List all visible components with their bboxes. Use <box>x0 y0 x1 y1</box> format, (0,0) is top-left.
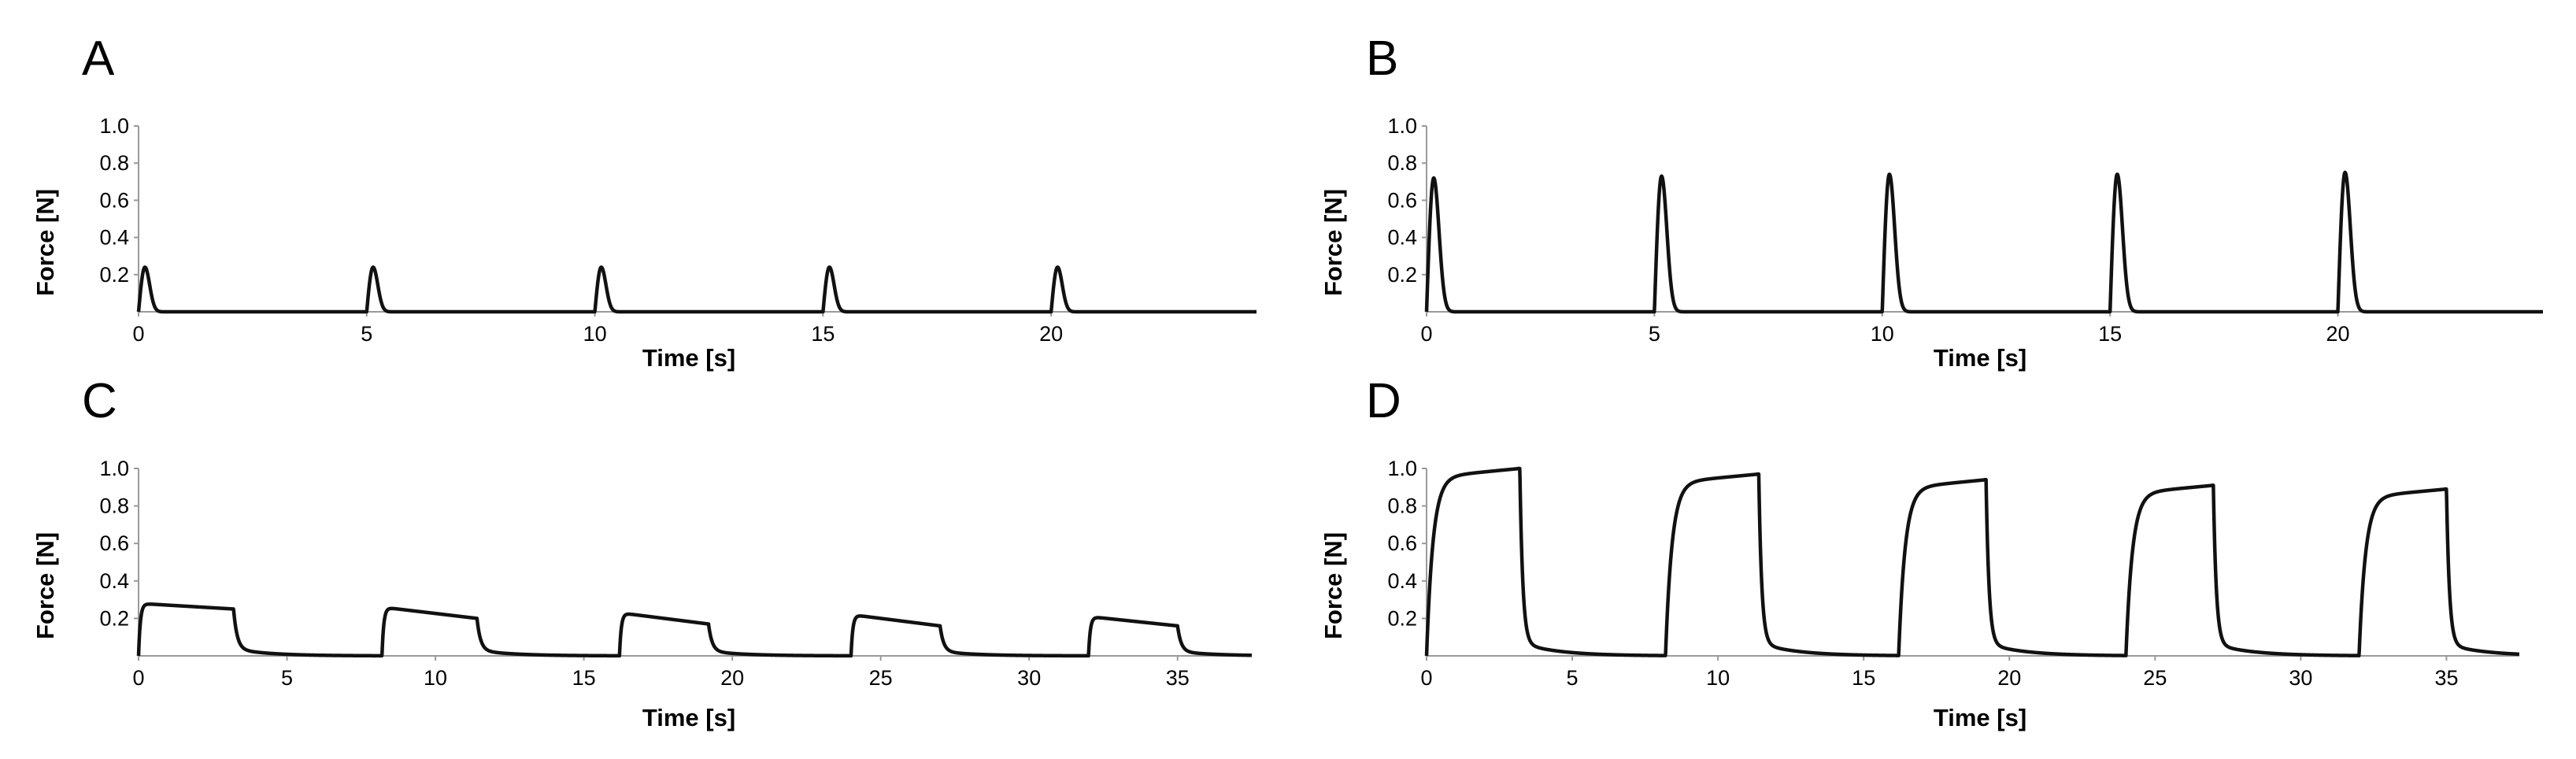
y-axis-title: Force [N] <box>31 189 59 296</box>
x-tick-label: 25 <box>2143 666 2167 690</box>
force-trace <box>136 602 1253 658</box>
x-axis-title: Time [s] <box>642 344 735 372</box>
y-tick-label: 0.8 <box>1387 494 1417 518</box>
y-tick-label: 0.2 <box>99 606 129 630</box>
x-tick-label: 10 <box>424 666 447 690</box>
y-tick-label: 0.2 <box>99 263 129 287</box>
y-axis-title: Force [N] <box>1319 189 1347 296</box>
y-tick-label: 1.0 <box>99 114 129 138</box>
y-tick-label: 0.6 <box>99 188 129 212</box>
y-axis-title: Force [N] <box>1319 532 1347 639</box>
x-tick-label: 35 <box>2434 666 2458 690</box>
x-tick-label: 10 <box>1871 322 1894 346</box>
x-axis-title: Time [s] <box>1934 344 2026 372</box>
x-tick-label: 5 <box>1649 322 1660 346</box>
y-tick-label: 0.4 <box>1387 569 1417 593</box>
x-tick-label: 10 <box>1706 666 1730 690</box>
panel-d: D 0.2 0.4 0.6 0.8 1.0 0 5 10 15 20 25 30 35 Time [s] Fo… <box>1319 374 2521 731</box>
x-tick-label: 35 <box>1166 666 1190 690</box>
y-tick-label: 1.0 <box>1387 114 1417 138</box>
panel-letter: B <box>1366 31 1398 86</box>
y-tick-label: 0.6 <box>1387 531 1417 555</box>
panel-letter: A <box>82 31 115 86</box>
x-tick-label: 0 <box>132 666 144 690</box>
x-tick-label: 20 <box>1997 666 2021 690</box>
x-tick-label: 5 <box>281 666 293 690</box>
y-tick-label: 0.8 <box>99 494 129 518</box>
x-tick-label: 20 <box>2326 322 2350 346</box>
y-tick-label: 0.4 <box>99 226 129 250</box>
panel-c: C 0.2 0.4 0.6 0.8 1.0 0 5 10 15 20 25 30 35 Time [s] Fo… <box>31 374 1253 731</box>
x-tick-label: 15 <box>1852 666 1875 690</box>
x-tick-label: 25 <box>869 666 893 690</box>
panel-letter: D <box>1366 374 1401 428</box>
x-tick-label: 15 <box>811 322 835 346</box>
x-tick-label: 30 <box>2289 666 2312 690</box>
y-tick-label: 0.4 <box>99 569 129 593</box>
x-tick-label: 15 <box>572 666 596 690</box>
x-tick-label: 0 <box>1420 322 1432 346</box>
force-trace <box>1424 466 2521 657</box>
y-tick-label: 0.6 <box>1387 188 1417 212</box>
x-tick-label: 30 <box>1017 666 1041 690</box>
x-tick-label: 10 <box>583 322 607 346</box>
y-tick-label: 0.6 <box>99 531 129 555</box>
x-tick-label: 5 <box>1567 666 1579 690</box>
panel-a: A 0.2 0.4 0.6 0.8 1.0 0 5 10 15 20 Time [s] Force [N… <box>31 31 1258 372</box>
force-trace <box>1424 170 2545 314</box>
y-tick-label: 0.2 <box>1387 263 1417 287</box>
x-tick-label: 15 <box>2098 322 2122 346</box>
y-tick-label: 0.8 <box>1387 151 1417 175</box>
y-tick-label: 0.2 <box>1387 606 1417 630</box>
x-tick-label: 0 <box>132 322 144 346</box>
x-axis-title: Time [s] <box>1934 704 2026 731</box>
y-tick-label: 1.0 <box>1387 457 1417 480</box>
panel-letter: C <box>82 374 117 428</box>
y-tick-label: 0.8 <box>99 151 129 175</box>
y-tick-label: 0.4 <box>1387 226 1417 250</box>
y-axis-title: Force [N] <box>31 532 59 639</box>
x-tick-label: 0 <box>1420 666 1432 690</box>
x-axis-title: Time [s] <box>642 704 735 731</box>
x-tick-label: 5 <box>361 322 372 346</box>
force-trace <box>136 265 1258 314</box>
y-tick-label: 1.0 <box>99 457 129 480</box>
x-tick-label: 20 <box>1039 322 1063 346</box>
x-tick-label: 20 <box>720 666 744 690</box>
panel-b: B 0.2 0.4 0.6 0.8 1.0 0 5 10 15 20 Time [s] Force [N… <box>1319 31 2545 372</box>
